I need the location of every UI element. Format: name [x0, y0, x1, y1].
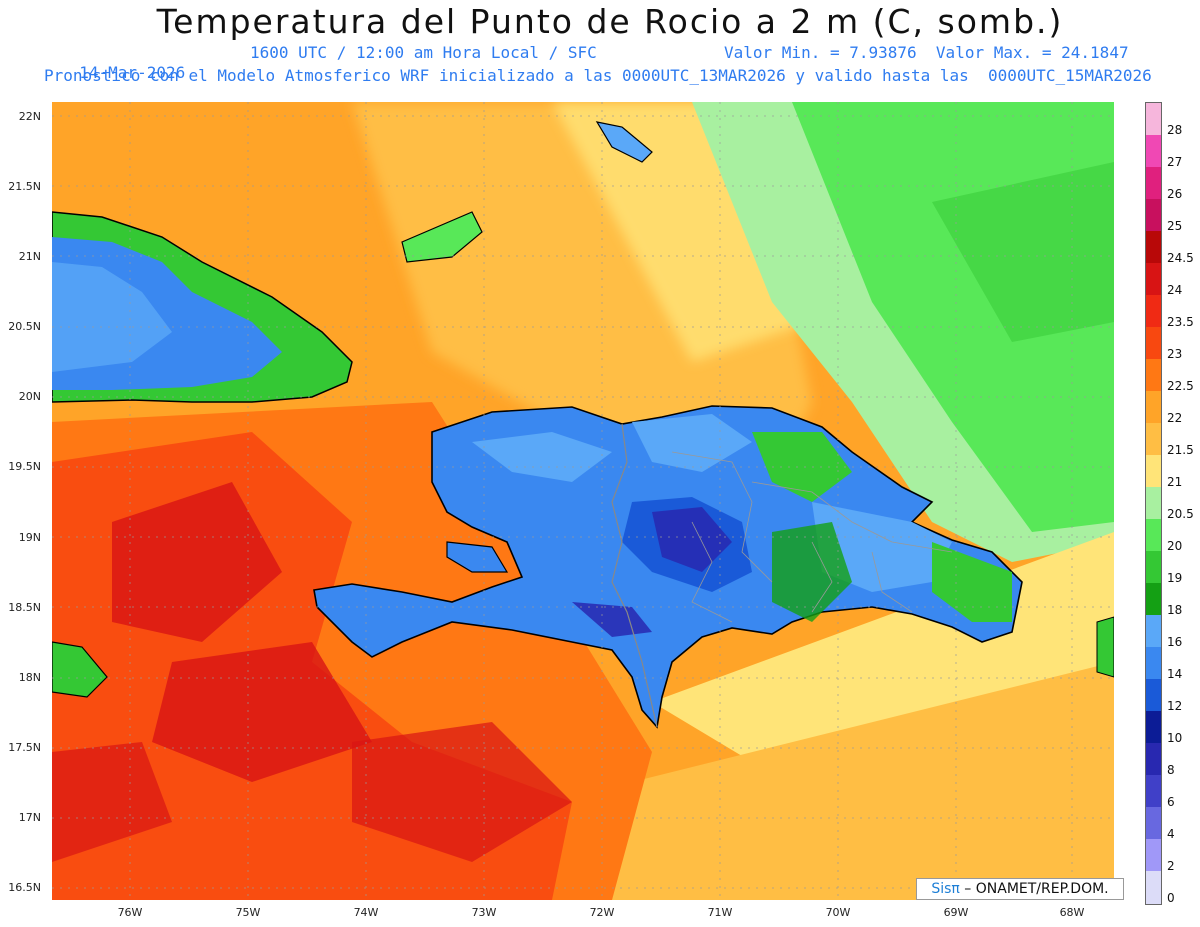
forecast-time: 1600 UTC / 12:00 am Hora Local / SFC — [250, 43, 597, 62]
lat-label: 22N — [18, 110, 41, 123]
colorbar-label: 2 — [1167, 859, 1175, 873]
colorbar-segment — [1146, 295, 1161, 327]
colorbar-label: 23 — [1167, 347, 1183, 361]
colorbar-segment — [1146, 519, 1161, 551]
lat-label: 21.5N — [8, 180, 41, 193]
lat-label: 17N — [18, 811, 41, 824]
lon-label: 69W — [943, 906, 969, 919]
dewpoint-field — [52, 102, 1114, 900]
colorbar-segment — [1146, 103, 1161, 135]
lat-label: 19.5N — [8, 460, 41, 473]
colorbar-segment — [1146, 167, 1161, 199]
lon-label: 74W — [353, 906, 379, 919]
credit-box: Sisπ – ONAMET/REP.DOM. — [916, 878, 1124, 900]
credit-text: – ONAMET/REP.DOM. — [959, 881, 1109, 897]
colorbar-label: 0 — [1167, 891, 1175, 905]
sisp-logo: Sisπ — [931, 881, 960, 897]
lat-label: 20N — [18, 390, 41, 403]
lon-label: 72W — [589, 906, 615, 919]
colorbar-label: 20 — [1167, 539, 1183, 553]
model-info-line: Pronostico con el Modelo Atmosferico WRF… — [44, 66, 1152, 85]
lat-label: 18.5N — [8, 601, 41, 614]
colorbar-label: 28 — [1167, 123, 1183, 137]
lon-label: 70W — [825, 906, 851, 919]
dewpoint-map — [52, 102, 1114, 900]
colorbar-segment — [1146, 711, 1161, 743]
lon-label: 73W — [471, 906, 497, 919]
colorbar-segment — [1146, 775, 1161, 807]
colorbar-segment — [1146, 391, 1161, 423]
colorbar-segment — [1146, 583, 1161, 615]
lat-label: 20.5N — [8, 320, 41, 333]
forecast-date: 14-Mar-2026 — [79, 63, 186, 82]
colorbar — [1145, 102, 1162, 905]
colorbar-label: 16 — [1167, 635, 1183, 649]
colorbar-label: 22.5 — [1167, 379, 1194, 393]
colorbar-segment — [1146, 135, 1161, 167]
lat-label: 17.5N — [8, 741, 41, 754]
colorbar-segment — [1146, 839, 1161, 871]
colorbar-segment — [1146, 359, 1161, 391]
colorbar-segment — [1146, 327, 1161, 359]
colorbar-label: 10 — [1167, 731, 1183, 745]
colorbar-segment — [1146, 807, 1161, 839]
colorbar-segment — [1146, 455, 1161, 487]
colorbar-segment — [1146, 551, 1161, 583]
min-max-values: Valor Min. = 7.93876 Valor Max. = 24.184… — [724, 43, 1129, 62]
colorbar-segment — [1146, 615, 1161, 647]
forecast-info-line: 14-Mar-2026 1600 UTC / 12:00 am Hora Loc… — [60, 43, 1128, 123]
colorbar-label: 4 — [1167, 827, 1175, 841]
colorbar-label: 14 — [1167, 667, 1183, 681]
colorbar-segment — [1146, 423, 1161, 455]
colorbar-label: 21 — [1167, 475, 1183, 489]
colorbar-segment — [1146, 647, 1161, 679]
colorbar-segment — [1146, 199, 1161, 231]
lat-label: 16.5N — [8, 881, 41, 894]
lat-label: 18N — [18, 671, 41, 684]
colorbar-segment — [1146, 231, 1161, 263]
lat-label: 19N — [18, 531, 41, 544]
colorbar-label: 25 — [1167, 219, 1183, 233]
colorbar-label: 24 — [1167, 283, 1183, 297]
colorbar-label: 26 — [1167, 187, 1183, 201]
colorbar-segment — [1146, 487, 1161, 519]
colorbar-label: 22 — [1167, 411, 1183, 425]
colorbar-label: 23.5 — [1167, 315, 1194, 329]
colorbar-label: 24.5 — [1167, 251, 1194, 265]
colorbar-label: 21.5 — [1167, 443, 1194, 457]
colorbar-label: 12 — [1167, 699, 1183, 713]
colorbar-label: 19 — [1167, 571, 1183, 585]
colorbar-label: 8 — [1167, 763, 1175, 777]
colorbar-label: 6 — [1167, 795, 1175, 809]
lon-label: 75W — [235, 906, 261, 919]
colorbar-segment — [1146, 743, 1161, 775]
colorbar-label: 20.5 — [1167, 507, 1194, 521]
lon-label: 76W — [117, 906, 143, 919]
colorbar-label: 27 — [1167, 155, 1183, 169]
map-title: Temperatura del Punto de Rocio a 2 m (C,… — [156, 2, 1064, 41]
colorbar-segment — [1146, 263, 1161, 295]
lat-label: 21N — [18, 250, 41, 263]
colorbar-segment — [1146, 679, 1161, 711]
lon-label: 68W — [1059, 906, 1085, 919]
lon-label: 71W — [707, 906, 733, 919]
colorbar-segment — [1146, 871, 1161, 904]
colorbar-label: 18 — [1167, 603, 1183, 617]
